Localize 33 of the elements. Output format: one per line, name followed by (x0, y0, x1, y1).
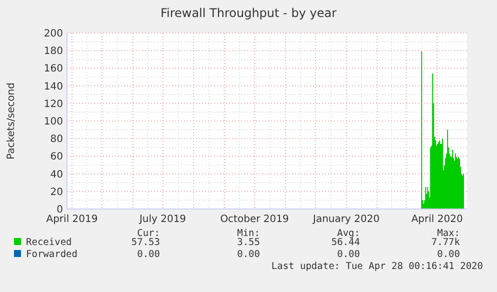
text: 56.44 (331, 237, 360, 248)
legend-label: Received (26, 237, 72, 248)
text: 0.00 (237, 249, 260, 260)
y-tick-label: 100 (44, 116, 63, 128)
legend-label: Forwarded (26, 249, 78, 260)
y-tick-label: 180 (44, 46, 63, 58)
x-tick-label: July 2019 (138, 214, 186, 225)
text: Max: (437, 228, 460, 239)
y-tick-label: 20 (50, 186, 63, 198)
text: 3.55 (237, 237, 260, 248)
x-tick-label: April 2019 (46, 214, 98, 225)
y-tick-label: 0 (56, 204, 63, 216)
text: 57.53 (131, 237, 160, 248)
chart-title: Firewall Throughput - by year (160, 6, 337, 20)
text: 0.00 (337, 249, 360, 260)
y-tick-label: 160 (44, 64, 63, 75)
y-tick-label: 120 (44, 98, 63, 110)
y-tick-label: 40 (50, 169, 63, 180)
text: Min: (237, 228, 260, 239)
text: Cur: (137, 228, 160, 239)
x-tick-label: January 2020 (312, 214, 380, 225)
y-tick-label: 80 (50, 134, 63, 146)
y-tick-label: 200 (44, 28, 63, 40)
text: 7.77k (431, 237, 460, 248)
x-tick-label: April 2020 (411, 214, 463, 225)
text: Last update: Tue Apr 28 00:16:41 2020 (271, 261, 484, 272)
text: 0.00 (437, 249, 460, 260)
y-tick-label: 140 (44, 81, 63, 92)
text: Avg: (337, 228, 360, 239)
text: 0.00 (137, 249, 160, 260)
y-tick-label: 60 (50, 152, 63, 163)
y-axis-title: Packets/second (6, 82, 17, 160)
x-tick-label: October 2019 (220, 214, 289, 225)
